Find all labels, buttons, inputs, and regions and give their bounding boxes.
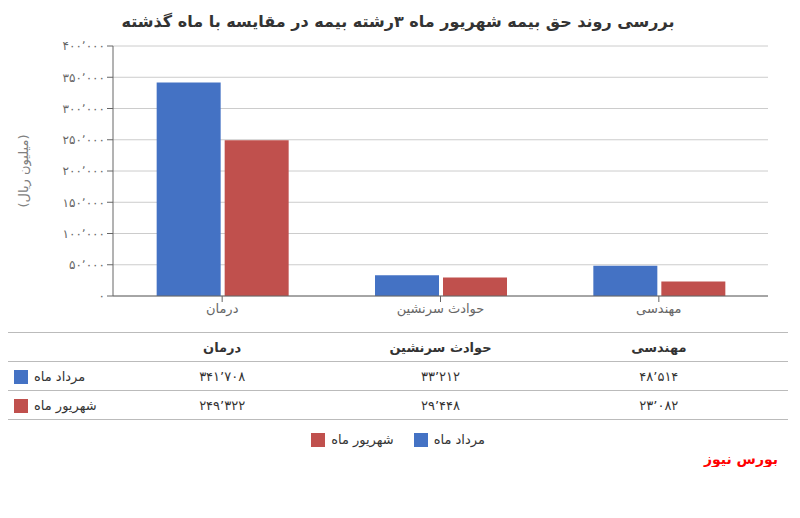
html-text:بررسی روند حق بیمه شهریور ماه: بررسی روند حق بیمه شهریور ماه ۳رشته بیمه…: [121, 12, 675, 31]
svg-text:۱۰۰٬۰۰۰: ۱۰۰٬۰۰۰: [63, 227, 106, 241]
html-text:۴۸٬۵۱۴: ۴۸٬۵۱۴: [639, 368, 679, 384]
svg-text:۳۵۰٬۰۰۰: ۳۵۰٬۰۰۰: [63, 71, 106, 85]
svg-text:مهندسی: مهندسی: [636, 301, 681, 317]
html-text:مرداد ماه: مرداد ماه: [34, 369, 86, 384]
html-text:۲۳٬۰۸۲: ۲۳٬۰۸۲: [639, 397, 679, 413]
svg-text:۵۰٬۰۰۰: ۵۰٬۰۰۰: [69, 258, 105, 272]
html-text:۳۴۱٬۷۰۸: ۳۴۱٬۷۰۸: [199, 368, 246, 384]
svg-text:۱۵۰٬۰۰۰: ۱۵۰٬۰۰۰: [63, 196, 106, 210]
html-text:مرداد ماه: مرداد ماه: [433, 432, 485, 447]
html-text:شهریور ماه: شهریور ماه: [34, 398, 97, 413]
html-text:درمان: درمان: [203, 339, 242, 355]
html-text:۲۹٬۴۴۸: ۲۹٬۴۴۸: [421, 397, 460, 413]
html-text:حوادث سرنشین: حوادث سرنشین: [389, 339, 492, 355]
svg-text:۰: ۰: [99, 289, 105, 303]
svg-text:(میلیون ریال): (میلیون ریال): [16, 135, 32, 208]
html-text:شهریور ماه: شهریور ماه: [331, 432, 394, 447]
svg-text:۲۵۰٬۰۰۰: ۲۵۰٬۰۰۰: [63, 133, 106, 147]
svg-text:حوادث سرنشین: حوادث سرنشین: [397, 301, 485, 317]
html-text:بورس نیوز: بورس نیوز: [703, 451, 778, 467]
html-text:مهندسی: مهندسی: [631, 339, 687, 355]
svg-text:۳۰۰٬۰۰۰: ۳۰۰٬۰۰۰: [63, 102, 106, 116]
svg-text:۲۰۰٬۰۰۰: ۲۰۰٬۰۰۰: [63, 164, 106, 178]
svg-text:درمان: درمان: [206, 301, 239, 317]
html-text:۳۳٬۲۱۲: ۳۳٬۲۱۲: [421, 368, 460, 384]
svg-text:۴۰۰٬۰۰۰: ۴۰۰٬۰۰۰: [63, 39, 106, 53]
html-text:۲۴۹٬۳۲۲: ۲۴۹٬۳۲۲: [199, 397, 246, 413]
